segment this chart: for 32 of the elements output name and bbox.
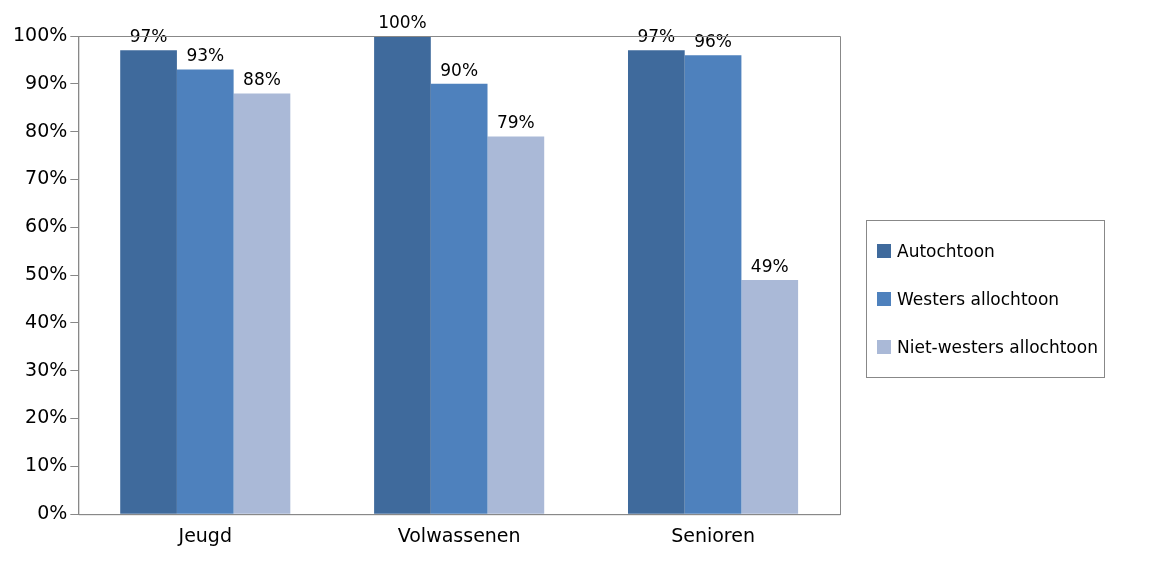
y-tick-label: 100%: [12, 22, 68, 45]
bar: [741, 279, 799, 514]
x-tick-label: Volwassenen: [397, 523, 521, 546]
bar: [176, 69, 234, 514]
legend-label: Autochtoon: [897, 241, 995, 261]
y-tick-label: 70%: [25, 166, 68, 189]
data-label: 79%: [496, 112, 535, 133]
bar: [120, 50, 177, 514]
x-tick-label: Jeugd: [177, 523, 232, 546]
y-tick-label: 0%: [37, 501, 68, 524]
y-tick-label: 50%: [25, 262, 68, 285]
x-tick-label: Senioren: [671, 523, 755, 546]
y-tick-label: 10%: [25, 453, 68, 476]
data-label: 90%: [440, 59, 479, 80]
data-label: 88%: [243, 69, 281, 90]
bar: [233, 93, 291, 514]
bar: [430, 83, 488, 514]
y-tick-label: 20%: [25, 405, 68, 428]
legend-label: Westers allochtoon: [897, 289, 1060, 309]
y-tick-label: 90%: [25, 70, 68, 93]
data-label: 93%: [186, 45, 225, 66]
legend-label: Niet-westers allochtoon: [897, 337, 1098, 357]
y-tick-label: 80%: [25, 118, 68, 141]
bar: [684, 55, 742, 514]
bar: [374, 36, 431, 514]
bar: [487, 136, 545, 514]
y-tick-label: 30%: [25, 357, 68, 380]
bar: [628, 50, 685, 514]
data-label: 100%: [378, 11, 427, 32]
data-label: 49%: [750, 255, 789, 276]
y-tick-label: 40%: [25, 309, 68, 332]
y-tick-label: 60%: [25, 214, 68, 237]
